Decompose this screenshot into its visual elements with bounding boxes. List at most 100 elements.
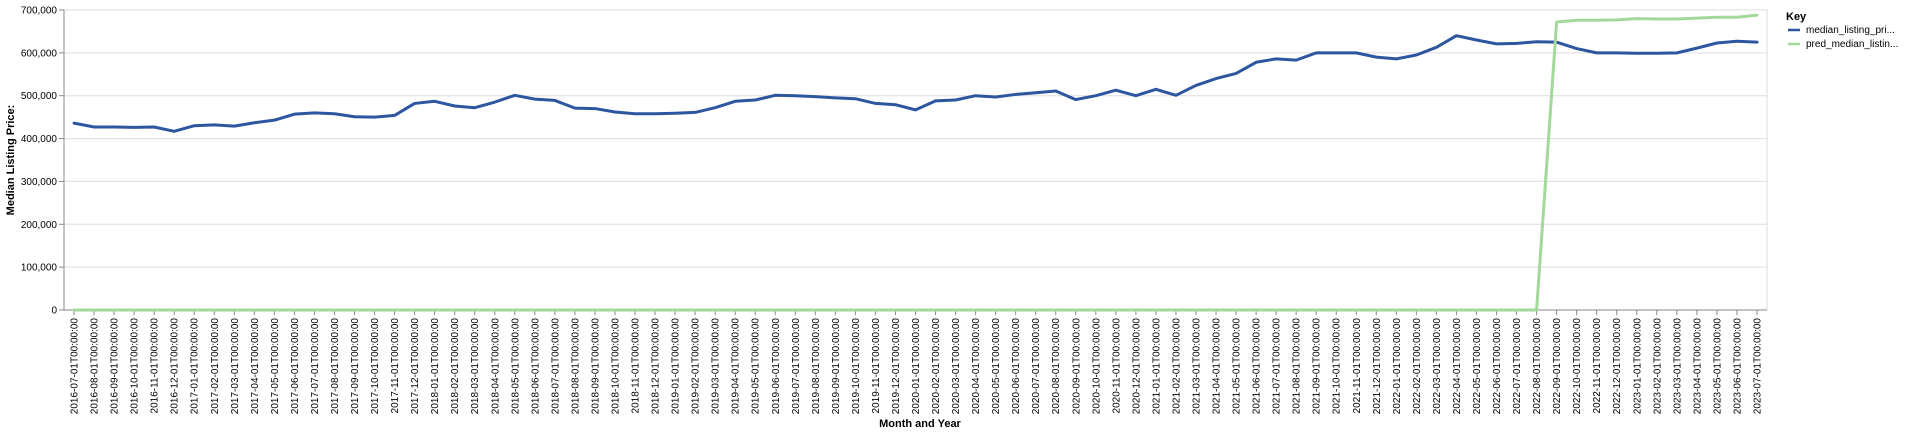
x-tick-label: 2022-09-01T00:00:00 (1552, 318, 1563, 415)
x-tick-label: 2018-09-01T00:00:00 (590, 318, 601, 415)
x-tick-label: 2021-02-01T00:00:00 (1171, 318, 1182, 415)
x-tick-label: 2023-06-01T00:00:00 (1732, 318, 1743, 415)
x-axis-title: Month and Year (879, 418, 961, 430)
x-tick-label: 2022-02-01T00:00:00 (1412, 318, 1423, 415)
y-axis-title: Median Listing Price: (5, 105, 17, 216)
series-lines (72, 13, 1759, 312)
series-line-2 (72, 13, 1759, 312)
x-tick-label: 2017-03-01T00:00:00 (230, 318, 241, 415)
x-tick-label: 2016-12-01T00:00:00 (170, 318, 181, 415)
x-tick-label: 2019-10-01T00:00:00 (851, 318, 862, 415)
x-tick-label: 2018-12-01T00:00:00 (651, 318, 662, 415)
x-tick-label: 2020-08-01T00:00:00 (1051, 318, 1062, 415)
x-tick-label: 2019-01-01T00:00:00 (671, 318, 682, 415)
gridlines (63, 9, 1768, 311)
x-tick-label: 2019-06-01T00:00:00 (771, 318, 782, 415)
x-tick-label: 2018-02-01T00:00:00 (450, 318, 461, 415)
y-tick-label: 100,000 (21, 263, 58, 274)
x-tick-label: 2023-04-01T00:00:00 (1692, 318, 1703, 415)
legend-title: Key (1786, 11, 1807, 23)
legend-label-1: median_listing_pri... (1806, 25, 1895, 36)
x-tick-label: 2021-10-01T00:00:00 (1332, 318, 1343, 415)
x-tick-label: 2022-12-01T00:00:00 (1612, 318, 1623, 415)
x-tick-label: 2020-01-01T00:00:00 (911, 318, 922, 415)
x-tick-label: 2021-03-01T00:00:00 (1191, 318, 1202, 415)
x-tick-label: 2017-04-01T00:00:00 (250, 318, 261, 415)
y-tick-label: 0 (51, 306, 57, 317)
x-tick-label: 2018-03-01T00:00:00 (470, 318, 481, 415)
x-tick-label: 2016-11-01T00:00:00 (150, 318, 161, 414)
x-tick-label: 2023-07-01T00:00:00 (1752, 318, 1763, 415)
x-tick-label: 2017-02-01T00:00:00 (210, 318, 221, 415)
x-tick-label: 2022-11-01T00:00:00 (1592, 318, 1603, 414)
x-tick-label: 2019-08-01T00:00:00 (811, 318, 822, 415)
x-axis: 2016-07-01T00:00:00 2016-08-01T00:00:00 20… (64, 309, 1767, 415)
legend-label-2: pred_median_listin... (1806, 39, 1898, 50)
x-tick-label: 2019-02-01T00:00:00 (691, 318, 702, 415)
y-tick-label: 500,000 (21, 91, 58, 102)
x-tick-label: 2021-06-01T00:00:00 (1252, 318, 1263, 415)
x-tick-label: 2022-04-01T00:00:00 (1452, 318, 1463, 415)
x-tick-label: 2018-05-01T00:00:00 (510, 318, 521, 415)
x-tick-label: 2017-01-01T00:00:00 (190, 318, 201, 415)
y-axis: 0 100,000 200,000 300,000 400,000 500,000 600,… (21, 6, 65, 317)
plot-frame (63, 9, 1768, 311)
x-tick-label: 2017-09-01T00:00:00 (350, 318, 361, 415)
x-tick-label: 2016-08-01T00:00:00 (90, 318, 101, 415)
y-tick-label: 400,000 (21, 134, 58, 145)
y-tick-label: 600,000 (21, 48, 58, 59)
y-tick-label: 700,000 (21, 6, 58, 17)
x-tick-label: 2022-05-01T00:00:00 (1472, 318, 1483, 415)
x-tick-label: 2016-09-01T00:00:00 (110, 318, 121, 415)
x-tick-label: 2017-05-01T00:00:00 (270, 318, 281, 415)
y-tick-label: 200,000 (21, 220, 58, 231)
x-tick-label: 2019-07-01T00:00:00 (791, 318, 802, 415)
x-tick-label: 2016-07-01T00:00:00 (70, 318, 81, 415)
series-line-1 (72, 34, 1759, 133)
x-tick-label: 2022-08-01T00:00:00 (1532, 318, 1543, 415)
x-tick-label: 2023-03-01T00:00:00 (1672, 318, 1683, 415)
x-tick-label: 2017-11-01T00:00:00 (390, 318, 401, 414)
x-tick-label: 2021-09-01T00:00:00 (1312, 318, 1323, 415)
x-tick-label: 2020-04-01T00:00:00 (971, 318, 982, 415)
legend: Key median_listing_pri... pred_median_lis… (1786, 11, 1898, 50)
x-tick-label: 2021-04-01T00:00:00 (1212, 318, 1223, 415)
x-tick-label: 2021-11-01T00:00:00 (1352, 318, 1363, 414)
x-tick-label: 2018-01-01T00:00:00 (430, 318, 441, 415)
x-tick-label: 2018-11-01T00:00:00 (631, 318, 642, 414)
x-tick-label: 2021-05-01T00:00:00 (1232, 318, 1243, 415)
x-tick-label: 2016-10-01T00:00:00 (130, 318, 141, 415)
x-tick-label: 2020-03-01T00:00:00 (951, 318, 962, 415)
x-tick-label: 2020-12-01T00:00:00 (1131, 318, 1142, 415)
x-tick-label: 2017-10-01T00:00:00 (370, 318, 381, 415)
x-tick-label: 2022-07-01T00:00:00 (1512, 318, 1523, 415)
x-tick-label: 2019-05-01T00:00:00 (751, 318, 762, 415)
x-tick-label: 2017-06-01T00:00:00 (290, 318, 301, 415)
y-tick-label: 300,000 (21, 177, 58, 188)
x-tick-label: 2017-08-01T00:00:00 (330, 318, 341, 415)
x-tick-label: 2023-05-01T00:00:00 (1712, 318, 1723, 415)
x-tick-label: 2020-09-01T00:00:00 (1071, 318, 1082, 415)
x-tick-label: 2022-10-01T00:00:00 (1572, 318, 1583, 415)
x-tick-label: 2018-10-01T00:00:00 (610, 318, 621, 415)
x-tick-label: 2020-06-01T00:00:00 (1011, 318, 1022, 415)
x-tick-label: 2017-07-01T00:00:00 (310, 318, 321, 415)
x-tick-label: 2017-12-01T00:00:00 (410, 318, 421, 415)
x-tick-label: 2023-01-01T00:00:00 (1632, 318, 1643, 415)
x-tick-label: 2018-08-01T00:00:00 (570, 318, 581, 415)
x-tick-label: 2018-06-01T00:00:00 (530, 318, 541, 415)
x-tick-label: 2021-12-01T00:00:00 (1372, 318, 1383, 415)
x-tick-label: 2021-01-01T00:00:00 (1151, 318, 1162, 415)
x-tick-label: 2019-11-01T00:00:00 (871, 318, 882, 414)
x-tick-label: 2018-07-01T00:00:00 (550, 318, 561, 415)
x-tick-label: 2018-04-01T00:00:00 (490, 318, 501, 415)
x-tick-label: 2020-02-01T00:00:00 (931, 318, 942, 415)
x-tick-label: 2021-07-01T00:00:00 (1272, 318, 1283, 415)
x-tick-label: 2020-05-01T00:00:00 (991, 318, 1002, 415)
x-tick-label: 2019-12-01T00:00:00 (891, 318, 902, 415)
x-tick-label: 2021-08-01T00:00:00 (1292, 318, 1303, 415)
x-tick-label: 2020-07-01T00:00:00 (1031, 318, 1042, 415)
x-tick-label: 2023-02-01T00:00:00 (1652, 318, 1663, 415)
x-tick-label: 2019-09-01T00:00:00 (831, 318, 842, 415)
